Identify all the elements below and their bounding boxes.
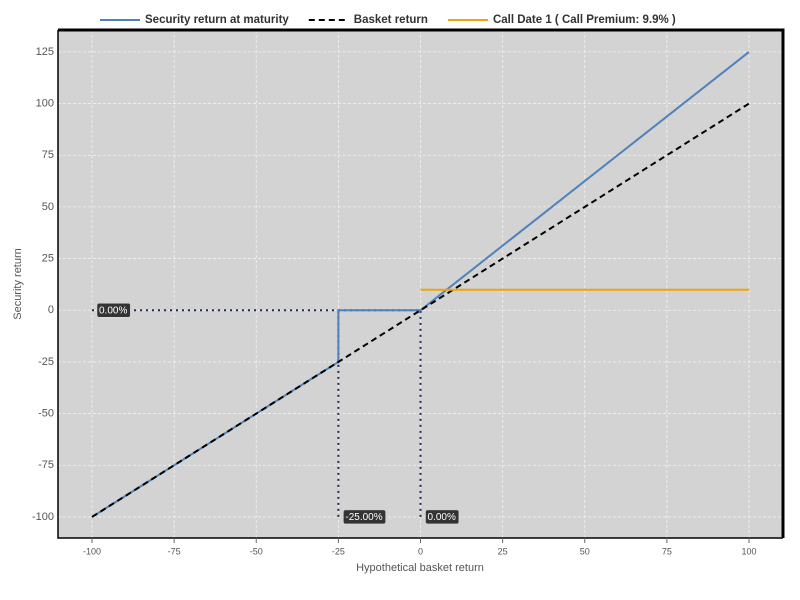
plot-area	[58, 30, 783, 538]
y-tick-label: -25	[38, 356, 54, 368]
annotation-box	[425, 509, 460, 525]
x-tick-label: -25	[332, 546, 345, 556]
axis-line	[57, 30, 783, 539]
y-tick-label: 25	[42, 252, 54, 264]
annotation-label: 0.00%	[99, 305, 127, 316]
x-tick-label: 100	[741, 546, 756, 556]
y-tick-label: -50	[38, 407, 54, 419]
y-axis-label: Security return	[12, 248, 24, 320]
y-tick-label: 75	[42, 149, 54, 161]
legend-label: Call Date 1 ( Call Premium: 9.9% )	[493, 14, 676, 26]
x-tick-label: 50	[580, 546, 590, 556]
y-tick-label: -75	[38, 459, 54, 471]
annotation-box	[96, 302, 131, 318]
x-tick-label: 0	[418, 546, 423, 556]
legend-label: Basket return	[354, 14, 428, 26]
x-tick-label: -75	[168, 546, 181, 556]
x-tick-label: 25	[498, 546, 508, 556]
y-tick-label: 50	[42, 201, 54, 213]
annotation-label: -25.00%	[345, 512, 382, 523]
x-tick-label: -50	[250, 546, 263, 556]
y-tick-label: -100	[32, 511, 54, 523]
annotation-label: 0.00%	[428, 512, 456, 523]
x-tick-label: -100	[83, 546, 101, 556]
y-tick-label: 0	[48, 304, 54, 316]
plot-border	[58, 28, 785, 538]
x-tick-label: 75	[662, 546, 672, 556]
annotation-box	[343, 509, 386, 525]
x-axis-label: Hypothetical basket return	[356, 562, 484, 574]
legend-label: Security return at maturity	[145, 14, 289, 26]
y-tick-label: 125	[36, 46, 54, 58]
y-tick-label: 100	[36, 97, 54, 109]
